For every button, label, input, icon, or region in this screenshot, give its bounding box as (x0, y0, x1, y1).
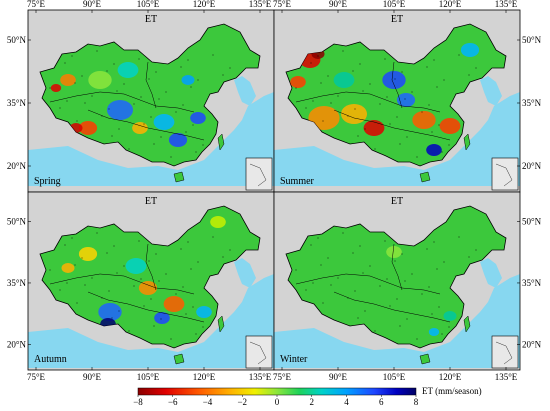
colorbar-tick-label: −8 (133, 397, 143, 407)
lat-tick-label: 35°N (522, 98, 542, 108)
south-china-sea-inset (245, 157, 273, 191)
panel-title: ET (145, 196, 157, 207)
colorbar-tick-label: 0 (275, 397, 280, 407)
colorbar-tick-label: 8 (414, 397, 419, 407)
lat-tick-label: 20°N (522, 161, 542, 171)
panel-title: ET (391, 196, 403, 207)
lon-tick-label: 75°E (273, 0, 292, 9)
lat-tick-label: 35°N (7, 98, 27, 108)
colorbar: −8 −6 −4 −2 0 2 4 6 8ET (mm/season) (133, 386, 481, 407)
lon-tick-label: 135°E (495, 0, 518, 9)
colorbar-tick-label: −2 (237, 397, 247, 407)
lon-tick-label: 90°E (329, 0, 348, 9)
south-china-sea-inset (245, 335, 273, 369)
lon-tick-label: 120°E (193, 0, 216, 9)
lon-tick-label: 105°E (137, 0, 160, 9)
colorbar-ramp (137, 387, 417, 396)
colorbar-tick-label: 4 (344, 397, 349, 407)
lat-tick-label: 35°N (522, 278, 542, 288)
lon-tick-label: 105°E (137, 372, 160, 382)
lon-tick-label: 120°E (439, 0, 462, 9)
lon-tick-label: 105°E (383, 0, 406, 9)
panel-summer: ET Summer 75°E 90°E 105°E 120°E 135°E 50°N 35°N 2… (273, 0, 542, 193)
lat-tick-label: 20°N (7, 161, 27, 171)
panel-winter: ET Winter 75°E 90°E 105°E 120°E 135°E 50°N 35°N 2… (273, 191, 542, 382)
colorbar-tick-label: −6 (168, 397, 178, 407)
lon-tick-label: 75°E (273, 372, 292, 382)
lat-tick-label: 50°N (7, 35, 27, 45)
season-label: Summer (280, 176, 315, 187)
lon-tick-label: 75°E (27, 372, 46, 382)
lon-tick-label: 90°E (83, 372, 102, 382)
lon-tick-label: 90°E (329, 372, 348, 382)
lat-tick-label: 50°N (522, 35, 542, 45)
map-winter (274, 192, 520, 370)
map-spring (28, 10, 274, 192)
lat-tick-label: 50°N (7, 216, 27, 226)
season-label: Autumn (34, 354, 67, 365)
panel-autumn: ET Autumn 75°E 90°E 105°E 120°E 135°E 50°N 35°N 2… (7, 191, 275, 382)
south-china-sea-inset (491, 335, 519, 369)
panel-title: ET (391, 14, 403, 25)
lat-tick-label: 50°N (522, 216, 542, 226)
lat-tick-label: 20°N (7, 340, 27, 350)
colorbar-tick-label: 2 (310, 397, 315, 407)
lon-tick-label: 105°E (383, 372, 406, 382)
season-label: Spring (34, 176, 61, 187)
lon-tick-label: 120°E (193, 372, 216, 382)
lat-tick-label: 20°N (522, 340, 542, 350)
season-label: Winter (280, 354, 308, 365)
panel-title: ET (145, 14, 157, 25)
south-china-sea-inset (491, 157, 519, 191)
lon-tick-label: 75°E (27, 0, 46, 9)
colorbar-tick-label: −4 (203, 397, 213, 407)
map-summer (274, 10, 520, 192)
lon-tick-label: 135°E (249, 372, 272, 382)
lon-tick-label: 135°E (249, 0, 272, 9)
lat-tick-label: 35°N (7, 278, 27, 288)
lon-tick-label: 135°E (495, 372, 518, 382)
panel-spring: ET Spring 75°E 90°E 105°E 120°E 135°E 50°N 35°N 2… (7, 0, 275, 193)
map-autumn (28, 192, 274, 370)
lon-tick-label: 90°E (83, 0, 102, 9)
colorbar-tick-label: 6 (379, 397, 384, 407)
colorbar-label: ET (mm/season) (422, 386, 482, 396)
lon-tick-label: 120°E (439, 372, 462, 382)
